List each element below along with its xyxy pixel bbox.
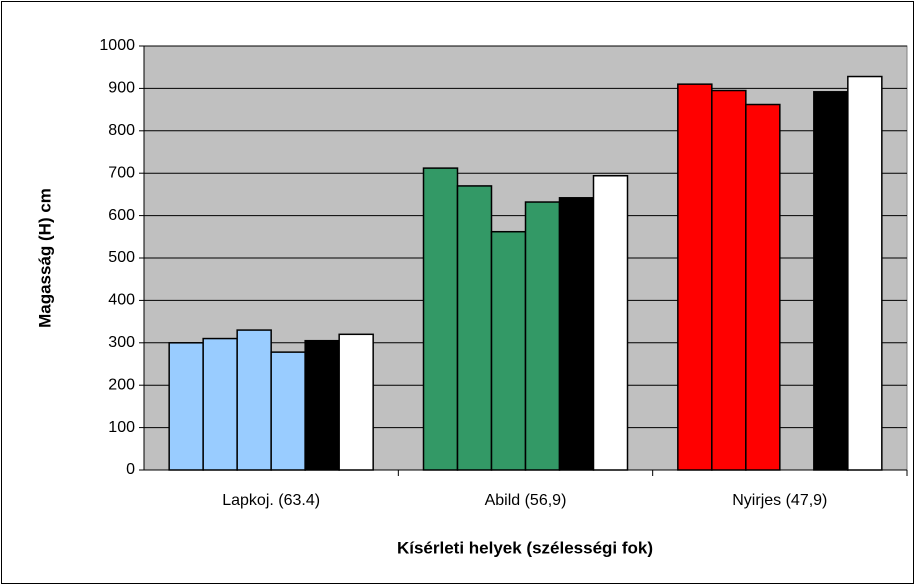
bar [592,174,629,471]
x-axis-title: Kísérleti helyek (szélességi fok) [397,538,653,557]
x-tick-label: Nyirjes (47,9) [732,492,827,509]
y-axis-title: Magasság (H) cm [35,188,54,328]
y-tick-label: 500 [108,249,135,266]
y-tick-label: 100 [108,419,135,436]
bar [558,197,595,471]
bar [168,342,204,471]
y-tick-label: 600 [108,207,135,224]
bar [490,230,527,471]
bar [745,103,781,471]
bar [813,91,849,471]
bar [422,167,459,471]
y-tick-label: 300 [108,334,135,351]
bar [847,75,883,471]
bar [456,185,493,471]
bar [270,351,306,471]
y-tick-label: 0 [126,461,135,478]
bar [524,201,561,471]
bar [338,333,374,471]
y-tick-label: 800 [108,122,135,139]
bar [711,89,747,471]
bar [236,329,272,471]
y-tick-label: 200 [108,376,135,393]
y-tick-label: 900 [108,80,135,97]
y-tick-label: 1000 [99,37,135,54]
x-tick-label: Abild (56,9) [485,492,567,509]
bar [202,337,238,471]
bar [304,339,340,471]
bar [677,83,713,471]
y-tick-label: 700 [108,164,135,181]
y-tick-label: 400 [108,292,135,309]
x-tick-label: Lapkoj. (63.4) [222,492,320,509]
